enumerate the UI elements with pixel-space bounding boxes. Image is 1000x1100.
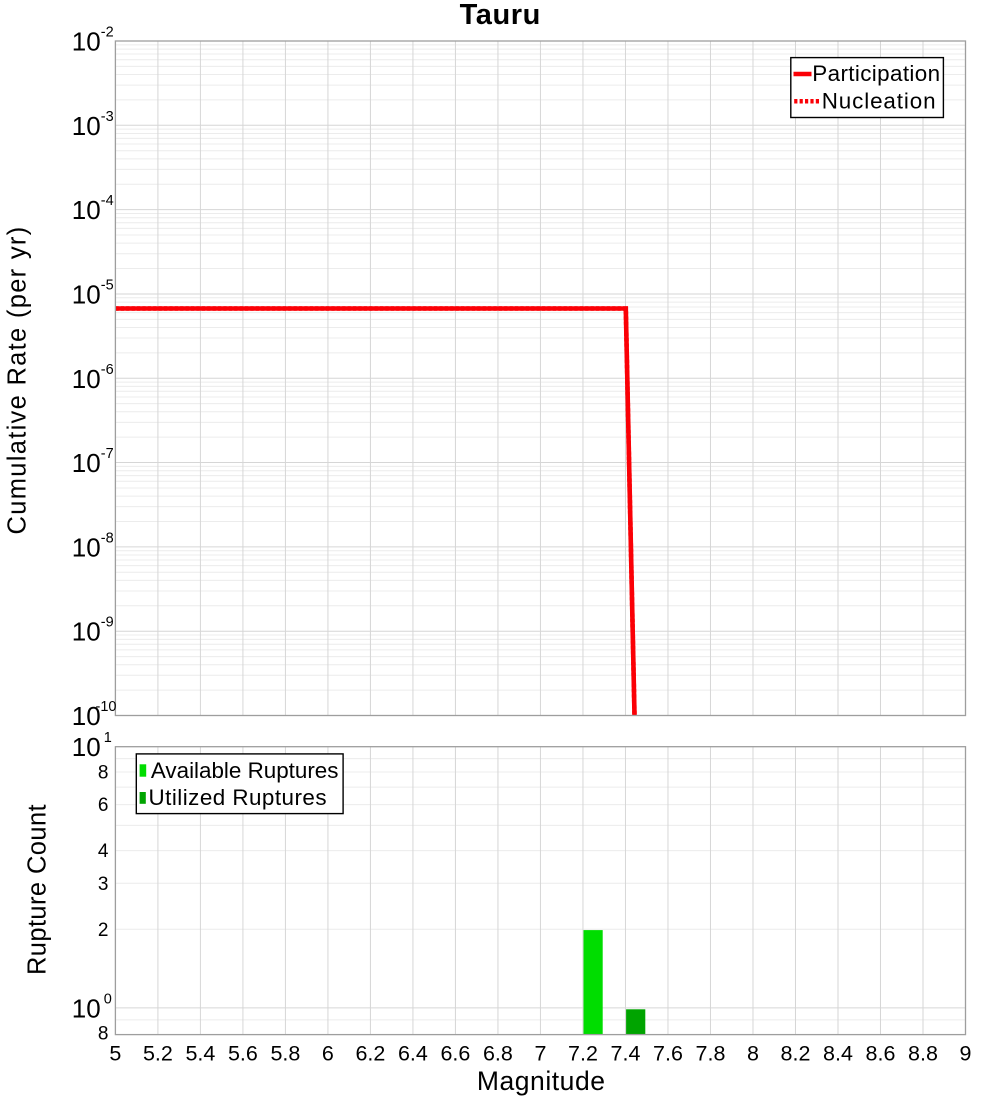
svg-text:8.4: 8.4 xyxy=(823,1041,853,1065)
svg-text:10: 10 xyxy=(72,617,101,647)
svg-text:8: 8 xyxy=(747,1041,759,1065)
svg-text:10: 10 xyxy=(72,279,101,309)
svg-text:Participation: Participation xyxy=(812,61,940,86)
svg-text:5.8: 5.8 xyxy=(270,1041,300,1065)
svg-text:-8: -8 xyxy=(101,530,114,546)
svg-text:10: 10 xyxy=(72,701,101,731)
svg-text:3: 3 xyxy=(98,874,109,895)
svg-text:10: 10 xyxy=(72,732,101,762)
svg-text:1: 1 xyxy=(104,730,112,746)
svg-text:6.6: 6.6 xyxy=(440,1041,470,1065)
svg-text:6: 6 xyxy=(322,1041,334,1065)
svg-text:6.2: 6.2 xyxy=(355,1041,385,1065)
svg-text:-10: -10 xyxy=(96,699,117,715)
svg-text:9: 9 xyxy=(960,1041,972,1065)
svg-text:10: 10 xyxy=(72,195,101,225)
svg-text:-6: -6 xyxy=(101,362,114,378)
svg-text:-5: -5 xyxy=(101,277,114,293)
svg-text:10: 10 xyxy=(72,364,101,394)
svg-text:8.6: 8.6 xyxy=(866,1041,896,1065)
svg-text:8.8: 8.8 xyxy=(908,1041,938,1065)
svg-text:Cumulative Rate (per yr): Cumulative Rate (per yr) xyxy=(4,226,32,535)
svg-text:10: 10 xyxy=(72,532,101,562)
svg-text:7.8: 7.8 xyxy=(696,1041,726,1065)
svg-text:7.2: 7.2 xyxy=(568,1041,598,1065)
svg-text:-4: -4 xyxy=(101,193,114,209)
svg-text:7.6: 7.6 xyxy=(653,1041,683,1065)
svg-text:Utilized Ruptures: Utilized Ruptures xyxy=(149,785,327,810)
svg-text:Available Ruptures: Available Ruptures xyxy=(151,758,339,783)
svg-text:2: 2 xyxy=(98,920,109,941)
svg-text:-7: -7 xyxy=(101,446,114,462)
svg-text:6.4: 6.4 xyxy=(398,1041,428,1065)
svg-text:6: 6 xyxy=(98,795,109,816)
svg-text:8.2: 8.2 xyxy=(781,1041,811,1065)
svg-text:4: 4 xyxy=(98,841,109,862)
svg-text:-9: -9 xyxy=(101,615,114,631)
svg-text:10: 10 xyxy=(72,111,101,141)
svg-text:10: 10 xyxy=(72,448,101,478)
svg-text:5: 5 xyxy=(109,1041,121,1065)
svg-text:5.6: 5.6 xyxy=(228,1041,258,1065)
svg-text:5.2: 5.2 xyxy=(143,1041,173,1065)
svg-text:7.4: 7.4 xyxy=(611,1041,641,1065)
svg-text:10: 10 xyxy=(72,27,101,57)
svg-text:6.8: 6.8 xyxy=(483,1041,513,1065)
svg-text:-2: -2 xyxy=(101,25,114,41)
svg-text:7: 7 xyxy=(535,1041,547,1065)
svg-text:8: 8 xyxy=(98,763,109,784)
svg-text:Magnitude: Magnitude xyxy=(477,1066,606,1096)
svg-text:8: 8 xyxy=(98,1024,109,1045)
svg-text:10: 10 xyxy=(72,993,101,1023)
svg-text:Rupture Count: Rupture Count xyxy=(24,804,52,975)
svg-text:0: 0 xyxy=(104,991,112,1007)
svg-text:Tauru: Tauru xyxy=(460,0,541,31)
svg-text:-3: -3 xyxy=(101,109,114,125)
svg-text:Nucleation: Nucleation xyxy=(822,88,937,113)
svg-text:5.4: 5.4 xyxy=(185,1041,215,1065)
